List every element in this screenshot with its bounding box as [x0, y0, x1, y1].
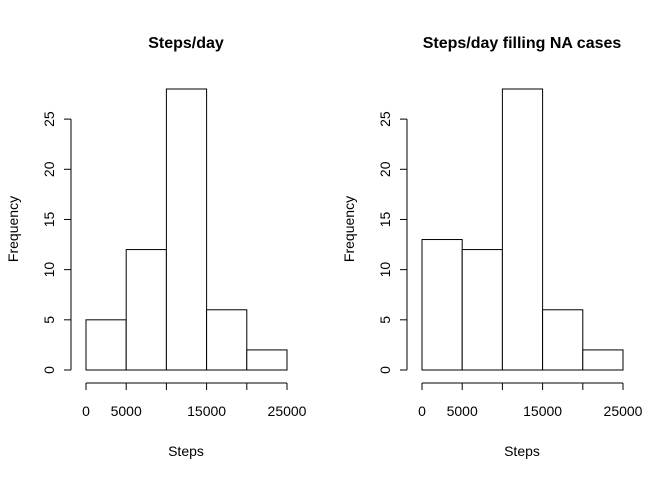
histogram-bar — [246, 349, 288, 371]
chart-title: Steps/day — [148, 35, 224, 52]
bars-group — [421, 88, 624, 371]
y-tick-label: 5 — [377, 316, 393, 324]
histogram-bar — [501, 88, 544, 371]
histogram-bar — [125, 249, 167, 371]
y-axis-label: Frequency — [5, 196, 21, 262]
histogram-panel-steps-per-day: Steps/day Steps Frequency 0 5000 15000 2500… — [5, 35, 307, 459]
x-tick-label: 15000 — [523, 403, 562, 419]
x-tick-label: 0 — [418, 403, 426, 419]
y-tick-label: 5 — [41, 316, 57, 324]
y-tick-label: 10 — [377, 262, 393, 278]
y-axis: 0 5 10 15 20 25 — [377, 111, 408, 374]
x-axis: 0 5000 15000 25000 — [418, 382, 643, 419]
y-axis-label: Frequency — [341, 196, 357, 262]
y-tick-label: 25 — [377, 111, 393, 127]
y-axis: 0 5 10 15 20 25 — [41, 111, 72, 374]
x-tick-label: 25000 — [268, 403, 307, 419]
histogram-bar — [542, 309, 584, 371]
y-tick-label: 15 — [377, 211, 393, 227]
y-tick-label: 15 — [41, 211, 57, 227]
x-tick-label: 0 — [82, 403, 90, 419]
y-tick-label: 10 — [41, 262, 57, 278]
histogram-bar — [582, 349, 624, 371]
y-tick-label: 0 — [377, 366, 393, 374]
y-tick-label: 25 — [41, 111, 57, 127]
y-tick-label: 0 — [41, 366, 57, 374]
histogram-bar — [206, 309, 248, 371]
x-tick-label: 25000 — [604, 403, 643, 419]
x-axis-label: Steps — [168, 443, 204, 459]
y-tick-label: 20 — [377, 161, 393, 177]
histogram-bar — [421, 239, 463, 371]
x-tick-label: 5000 — [447, 403, 478, 419]
x-tick-label: 5000 — [111, 403, 142, 419]
x-tick-label: 15000 — [187, 403, 226, 419]
histogram-bar — [85, 319, 127, 371]
bars-group — [85, 88, 288, 371]
x-axis-label: Steps — [504, 443, 540, 459]
x-axis: 0 5000 15000 25000 — [82, 382, 307, 419]
histogram-bar — [461, 249, 503, 371]
histogram-panel-steps-per-day-filled: Steps/day filling NA cases Steps Frequen… — [341, 35, 643, 459]
histogram-bar — [165, 88, 208, 371]
y-tick-label: 20 — [41, 161, 57, 177]
chart-title: Steps/day filling NA cases — [423, 35, 622, 52]
